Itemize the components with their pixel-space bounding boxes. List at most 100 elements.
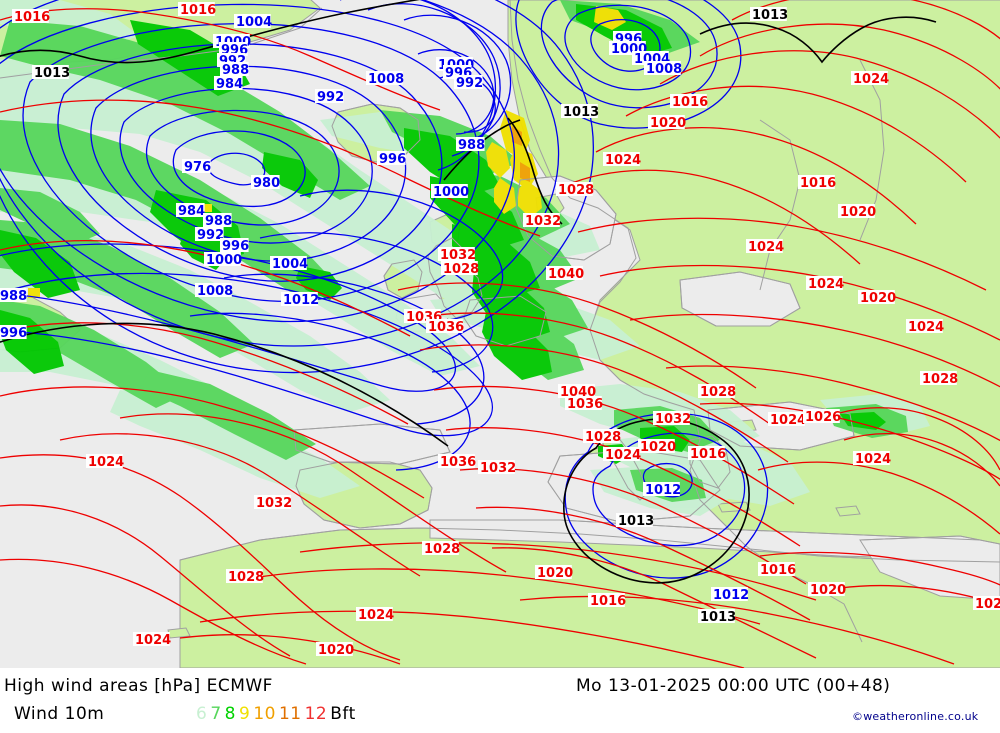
isobar-label-low-1008: 1008 bbox=[197, 284, 233, 299]
legend-step-6bft: 6 bbox=[196, 704, 208, 724]
isobar-label-high-1024: 1024 bbox=[88, 455, 124, 470]
isobar-label-high-1032: 1032 bbox=[256, 496, 292, 511]
legend-step-11bft: 11 bbox=[278, 704, 302, 724]
isobar-label-high-1016: 1016 bbox=[672, 95, 708, 110]
isobar-label-high-1016: 1016 bbox=[800, 176, 836, 191]
isobar-label-high-1020: 1020 bbox=[650, 116, 686, 131]
isobar-label-bg bbox=[176, 203, 205, 217]
legend-units: Bft bbox=[330, 704, 356, 724]
isobar-label-bg bbox=[422, 541, 459, 555]
isobar-label-high-1028: 1028 bbox=[700, 385, 736, 400]
isobar-label-high-1024: 1024 bbox=[808, 277, 844, 292]
isobar-label-bg bbox=[616, 513, 653, 527]
isobar-label-bg bbox=[711, 587, 748, 601]
isobar-label-bg bbox=[478, 460, 515, 474]
isobar-label-low-1000: 1000 bbox=[206, 253, 242, 268]
isobar-label-bg bbox=[698, 609, 735, 623]
isobar-label-bg bbox=[356, 607, 393, 621]
copyright-notice: ©weatheronline.co.uk bbox=[852, 710, 979, 723]
isobar-label-bg bbox=[0, 325, 27, 339]
isobar-label-high-1028: 1028 bbox=[443, 262, 479, 277]
isobar-label-low-996: 996 bbox=[379, 152, 406, 167]
chart-title: High wind areas [hPa] ECMWF bbox=[4, 676, 273, 696]
isobar-label-bg bbox=[32, 65, 69, 79]
isobar-label-high-1024: 1024 bbox=[748, 240, 784, 255]
isobar-label-bg bbox=[758, 562, 795, 576]
legend-step-10bft: 10 bbox=[253, 704, 276, 724]
isobar-label-high-1032: 1032 bbox=[525, 214, 561, 229]
isobar-label-bg bbox=[588, 593, 625, 607]
isobar-label-low-1000: 1000 bbox=[433, 185, 469, 200]
isobar-label-low-992: 992 bbox=[456, 76, 483, 91]
isobar-label-bg bbox=[377, 151, 406, 165]
isobar-label-high-1016: 1016 bbox=[14, 10, 50, 25]
isobar-label-bg bbox=[851, 71, 888, 85]
isobar-label-high-1016: 1016 bbox=[690, 447, 726, 462]
isobar-label-bg bbox=[441, 261, 478, 275]
isobar-label-neutral-1013: 1013 bbox=[752, 8, 788, 23]
isobar-label-bg bbox=[803, 409, 840, 423]
isobar-label-bg bbox=[603, 152, 640, 166]
isobar-label-bg bbox=[583, 429, 620, 443]
isobar-label-high-1024: 1024 bbox=[605, 448, 641, 463]
isobar-label-bg bbox=[565, 396, 602, 410]
isobar-label-low-1012: 1012 bbox=[713, 588, 749, 603]
isobar-label-low-980: 980 bbox=[253, 176, 280, 191]
legend-step-9bft: 9 bbox=[238, 704, 251, 724]
crete bbox=[717, 501, 751, 513]
isobar-label-bg bbox=[973, 596, 1000, 610]
isobar-label-group-1013: 1013 1013 1013 1013 1013 bbox=[32, 7, 788, 625]
isobar-label-high-1016: 1016 bbox=[760, 563, 796, 578]
isobar-label-high-1020: 1020 bbox=[810, 583, 846, 598]
isobar-label-high-1020: 1020 bbox=[860, 291, 896, 306]
isobar-label-high-1024: 1024 bbox=[855, 452, 891, 467]
isobar-label-bg bbox=[456, 137, 485, 151]
isobar-label-bg bbox=[688, 446, 725, 460]
isobar-label-high-1036: 1036 bbox=[567, 397, 603, 412]
isobar-label-bg bbox=[226, 569, 263, 583]
isobar-label-low-1008: 1008 bbox=[368, 72, 404, 87]
isobar-label-low-1004: 1004 bbox=[236, 15, 272, 30]
isobar-label-low-1012: 1012 bbox=[283, 293, 319, 308]
isobar-label-bg bbox=[920, 371, 957, 385]
isobar-label-high-1028: 1028 bbox=[558, 183, 594, 198]
isobar-label-bg bbox=[133, 632, 170, 646]
isobar-label-low-984: 984 bbox=[178, 204, 205, 219]
isobar-label-bg bbox=[220, 62, 249, 76]
legend-step-12bft: 12 bbox=[304, 704, 328, 724]
isobar-label-low-992: 992 bbox=[317, 90, 344, 105]
isobar-label-bg bbox=[698, 384, 735, 398]
isobar-label-low-984: 984 bbox=[216, 77, 243, 92]
isobar-label-bg bbox=[798, 175, 835, 189]
weather-map-canvas[interactable]: 976 980 984 988 992 996 1000 1004 1008 1012 988 996… bbox=[0, 0, 1000, 668]
isobar-label-bg bbox=[523, 213, 560, 227]
isobar-label-bg bbox=[906, 319, 943, 333]
isobar-label-high-1028: 1028 bbox=[228, 570, 264, 585]
isobar-label-bg bbox=[546, 266, 583, 280]
canary-islands bbox=[167, 627, 191, 639]
isobar-label-bg bbox=[808, 582, 845, 596]
isobar-label-bg bbox=[220, 238, 249, 252]
isobar-label-bg bbox=[454, 75, 483, 89]
isobar-label-bg bbox=[644, 61, 681, 75]
isobar-label-bg bbox=[806, 276, 843, 290]
isobar-label-bg bbox=[182, 159, 211, 173]
isobar-label-bg bbox=[366, 71, 403, 85]
isobar-label-bg bbox=[556, 182, 593, 196]
isobar-label-bg bbox=[86, 454, 123, 468]
isobar-label-bg bbox=[438, 247, 475, 261]
isobar-label-high-1020: 1020 bbox=[975, 597, 1000, 612]
isobar-label-high-1032: 1032 bbox=[655, 412, 691, 427]
isobar-label-bg bbox=[281, 292, 318, 306]
isobar-label-bg bbox=[251, 175, 280, 189]
isobar-label-low-976: 976 bbox=[184, 160, 211, 175]
isobar-label-high-1036: 1036 bbox=[428, 320, 464, 335]
isobar-label-high-1028: 1028 bbox=[424, 542, 460, 557]
isobar-label-low-992: 992 bbox=[197, 228, 224, 243]
isobar-label-high-1028: 1028 bbox=[585, 430, 621, 445]
isobar-label-bg bbox=[204, 252, 241, 266]
isobar-label-high-1036: 1036 bbox=[440, 455, 476, 470]
isobar-label-high-1028: 1028 bbox=[922, 372, 958, 387]
